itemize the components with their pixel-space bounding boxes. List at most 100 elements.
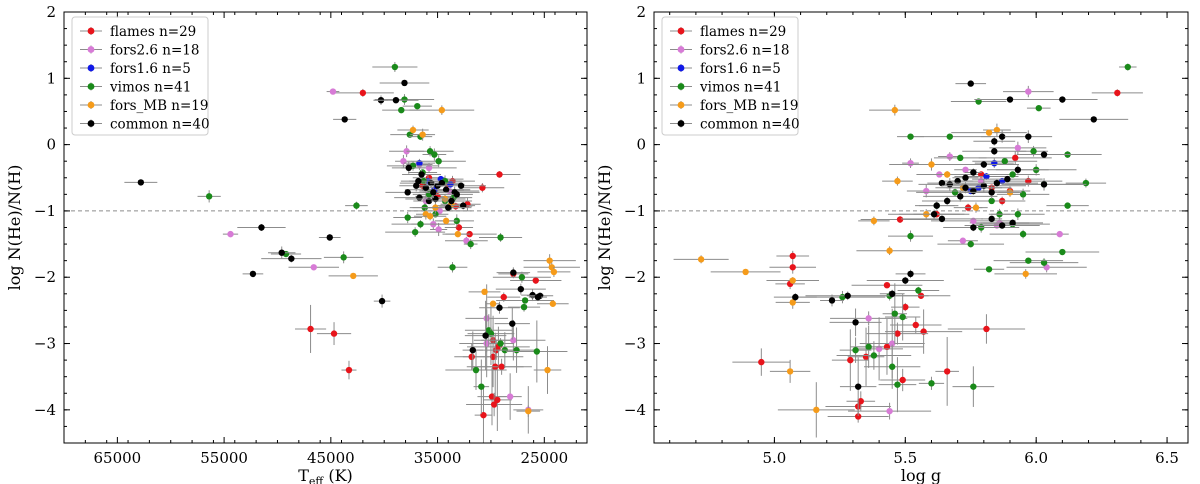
data-marker [438, 106, 446, 114]
legend-label: flames n=29 [700, 24, 786, 40]
data-marker [482, 332, 489, 339]
data-point [498, 373, 522, 420]
data-point [885, 293, 921, 341]
legend-marker [87, 101, 95, 109]
data-marker [401, 96, 408, 103]
data-point [864, 344, 921, 389]
data-marker [1059, 96, 1066, 103]
data-point [486, 300, 501, 307]
data-marker [330, 330, 338, 337]
data-point [323, 251, 364, 264]
data-point [481, 319, 546, 361]
data-marker [1056, 230, 1063, 238]
data-point [374, 94, 435, 105]
data-marker [889, 363, 896, 370]
data-point [444, 236, 488, 245]
legend-box [71, 16, 209, 136]
data-marker [544, 366, 551, 374]
data-point [915, 201, 959, 210]
legend-label: common n=40 [700, 117, 800, 133]
data-point [952, 174, 979, 181]
data-point [673, 255, 729, 264]
data-point [927, 179, 957, 187]
data-point [1091, 89, 1143, 97]
data-marker [928, 380, 935, 387]
data-marker [907, 133, 914, 140]
data-point [964, 202, 988, 213]
data-point [507, 302, 541, 312]
data-point [373, 96, 419, 104]
data-point [888, 230, 934, 242]
data-point [836, 341, 912, 370]
data-marker [970, 224, 977, 231]
data-point [848, 402, 932, 420]
data-point [402, 102, 432, 110]
data-marker [928, 161, 935, 168]
data-marker [435, 157, 442, 165]
data-point [429, 179, 454, 187]
data-marker [1025, 88, 1032, 95]
data-marker [1001, 157, 1008, 165]
data-point [422, 148, 447, 161]
data-point [918, 376, 945, 390]
data-marker [902, 303, 909, 311]
data-marker [943, 368, 951, 375]
data-point [411, 155, 466, 168]
data-marker [957, 193, 964, 200]
data-point [974, 158, 1014, 168]
data-marker [1064, 202, 1071, 209]
data-point [776, 250, 810, 262]
x-tick-label: 5.0 [762, 449, 786, 467]
data-marker [883, 281, 891, 289]
data-point [1059, 116, 1129, 123]
data-marker [951, 189, 959, 196]
data-marker [506, 393, 514, 400]
data-marker [1006, 96, 1014, 103]
data-marker [854, 413, 862, 420]
data-marker [993, 126, 1001, 134]
series-forsmb [673, 104, 1057, 438]
data-point [222, 230, 239, 238]
x-tick-label: 35000 [414, 449, 462, 467]
data-point [474, 387, 493, 443]
legend-item-common: common n=40 [670, 117, 800, 133]
data-point [410, 128, 436, 141]
data-marker [988, 215, 995, 223]
data-point [947, 314, 1026, 344]
y-tick-label: 2 [636, 3, 646, 21]
data-marker [792, 293, 799, 301]
data-point [482, 368, 512, 431]
legend-item-fors16: fors1.6 n=5 [670, 61, 781, 77]
x-tick-label: 25000 [520, 449, 568, 467]
data-point [1016, 150, 1072, 159]
left-panel: −4 −3 −2 −1 0 1 2 65000 55000 45000 35000 25000 Teff… [5, 3, 588, 484]
data-point [400, 177, 436, 185]
data-point [805, 291, 890, 301]
legend-marker [87, 83, 95, 90]
data-marker [1025, 133, 1032, 140]
legend-marker [677, 120, 685, 127]
data-marker [915, 287, 922, 294]
data-marker [852, 346, 859, 354]
data-point [1026, 104, 1051, 112]
data-point [880, 368, 926, 392]
data-marker [521, 297, 529, 304]
data-point [1065, 178, 1107, 188]
y-tick-label: 2 [46, 3, 56, 21]
data-marker [1009, 171, 1016, 178]
data-point [933, 154, 987, 162]
data-marker [907, 270, 914, 278]
data-marker [957, 154, 964, 162]
data-point [318, 234, 341, 241]
data-marker [894, 330, 901, 337]
data-point [473, 359, 490, 414]
data-point [537, 266, 571, 277]
legend-label: fors2.6 n=18 [700, 43, 789, 59]
data-point [464, 314, 513, 347]
data-point [948, 160, 1020, 169]
data-point [379, 79, 430, 87]
data-point [333, 116, 357, 123]
data-point [494, 307, 530, 340]
data-point [964, 222, 1040, 229]
